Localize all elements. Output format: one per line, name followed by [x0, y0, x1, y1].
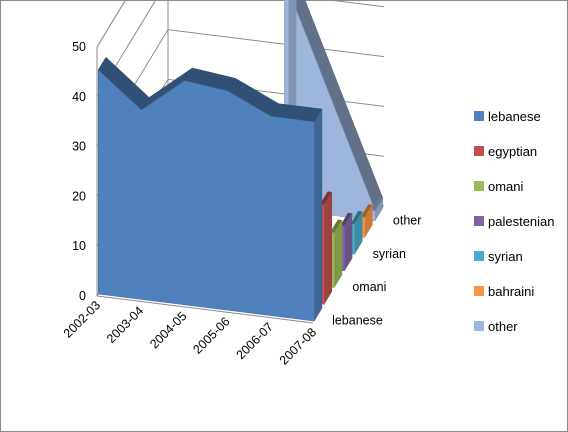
- legend-swatch: [474, 286, 484, 296]
- series-side-lebanese: [313, 108, 323, 322]
- y-tick-label: 40: [72, 90, 86, 104]
- point-side-egyptian: [324, 191, 333, 305]
- depth-tick-label: other: [393, 213, 422, 227]
- x-axis-line: [96, 295, 314, 324]
- legend-label: palestenian: [488, 214, 555, 229]
- series-layer: [97, 0, 384, 322]
- y-tick-label: 30: [72, 140, 86, 154]
- legend-swatch: [474, 216, 484, 226]
- series-area-lebanese: [97, 69, 315, 322]
- y-tick-label: 10: [72, 239, 86, 253]
- point-top-egyptian: [320, 191, 333, 205]
- point-top-palestenian: [340, 212, 353, 227]
- x-tick-label: 2004-05: [147, 309, 189, 351]
- point-top-omani: [330, 219, 343, 233]
- legend-label: other: [488, 319, 518, 334]
- point-side-palestenian: [344, 213, 353, 271]
- gridline: [96, 0, 385, 98]
- x-tick-label: 2003-04: [104, 304, 146, 346]
- point-top-syrian: [350, 211, 363, 225]
- legend-item-egyptian: egyptian: [474, 144, 537, 159]
- legend-label: bahraini: [488, 284, 534, 299]
- legend-item-omani: omani: [474, 179, 524, 194]
- legend-item-palestenian: palestenian: [474, 214, 555, 229]
- x-tick-label: 2005-06: [190, 314, 232, 356]
- legend-item-bahraini: bahraini: [474, 284, 534, 299]
- legend-swatch: [474, 181, 484, 191]
- y-tick-label: 50: [72, 40, 86, 54]
- y-tick-label: 0: [79, 289, 86, 303]
- wall-outline: [96, 0, 127, 296]
- x-tick-label: 2002-03: [61, 298, 103, 340]
- point-top-bahraini: [360, 204, 373, 218]
- legend-swatch: [474, 111, 484, 121]
- y-tick-label: 20: [72, 189, 86, 203]
- gridline: [96, 0, 127, 48]
- legend-swatch: [474, 251, 484, 261]
- legend-item-lebanese: lebanese: [474, 109, 541, 124]
- point-side-omani: [334, 220, 343, 288]
- legend-label: egyptian: [488, 144, 537, 159]
- legend-item-syrian: syrian: [474, 249, 523, 264]
- point-side-syrian: [354, 211, 363, 255]
- x-tick-label: 2007-08: [277, 325, 319, 367]
- point-side-bahraini: [364, 204, 373, 238]
- depth-tick-label: lebanese: [332, 314, 383, 328]
- legend-item-other: other: [474, 319, 518, 334]
- legend-swatch: [474, 146, 484, 156]
- point-side-other: [375, 198, 383, 221]
- depth-tick-label: syrian: [373, 247, 406, 261]
- point-top-other: [370, 197, 383, 211]
- legend-swatch: [474, 321, 484, 331]
- series-lebanese: [97, 56, 323, 322]
- legend-label: syrian: [488, 249, 523, 264]
- legend-label: omani: [488, 179, 524, 194]
- legend: lebanese egyptian omani palestenian syrian ba…: [474, 109, 555, 334]
- legend-label: lebanese: [488, 109, 541, 124]
- x-tick-label: 2006-07: [234, 320, 276, 362]
- depth-tick-label: omani: [352, 280, 386, 294]
